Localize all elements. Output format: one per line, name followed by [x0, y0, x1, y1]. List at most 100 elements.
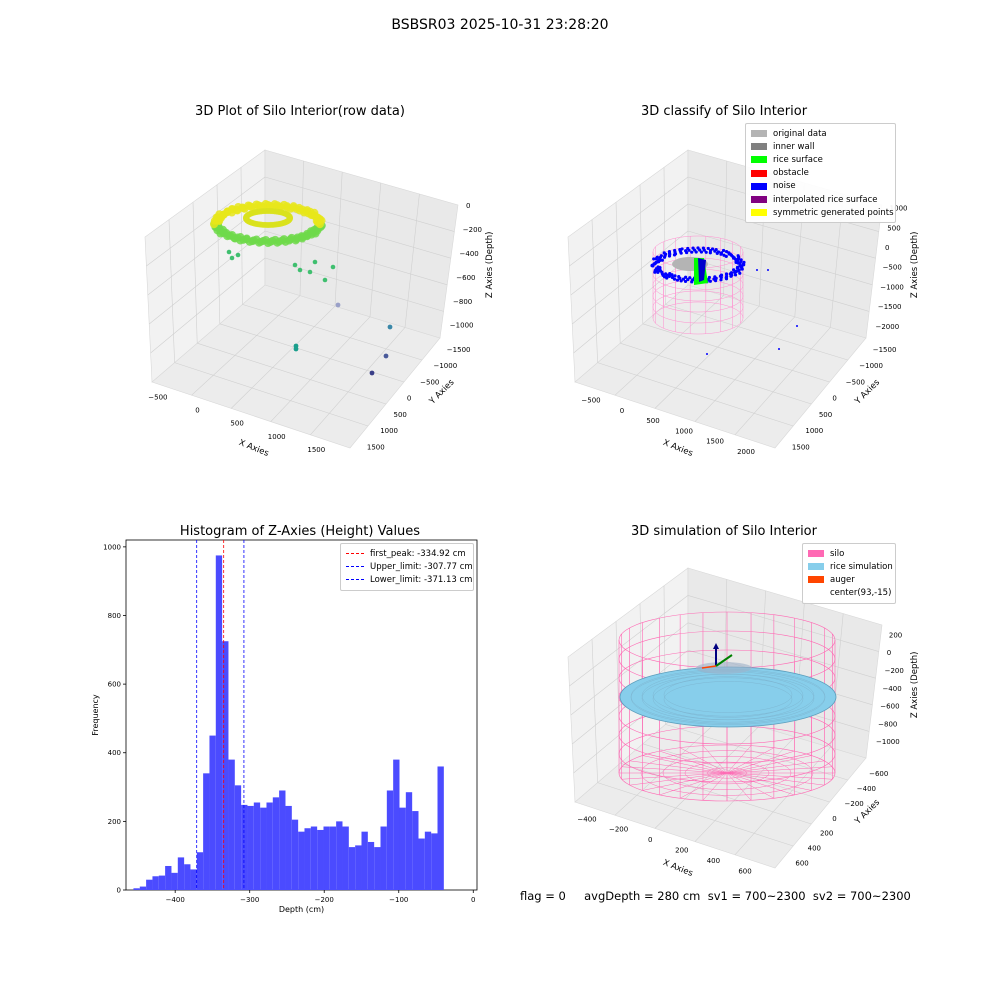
histogram-bar	[342, 826, 349, 890]
classify-noise-point	[733, 273, 738, 277]
histogram-y-tick-label: 800	[108, 612, 121, 620]
simulation-grid	[591, 639, 598, 783]
classify-z-tick-label: −500	[883, 264, 902, 272]
histogram-legend-label: first_peak: -334.92 cm	[370, 548, 466, 559]
histogram-bar	[272, 797, 280, 890]
simulation-x-tick-label: 400	[707, 857, 720, 865]
raw-z-axis-label: Z Axies (Depth)	[485, 232, 495, 299]
classify-noise-point	[712, 277, 716, 281]
raw-plot-title: 3D Plot of Silo Interior(row data)	[195, 104, 405, 119]
histogram-bar	[374, 847, 381, 890]
histogram-x-axis-label: Depth (cm)	[279, 905, 324, 914]
classify-grid	[591, 219, 598, 363]
classify-noise-point	[732, 256, 736, 260]
raw-point	[235, 252, 241, 258]
histogram-legend-label: Upper_limit: -307.77 cm	[370, 561, 473, 572]
simulation-grid	[665, 724, 848, 781]
simulation-silo-wire	[621, 766, 728, 774]
simulation-silo-wire	[726, 745, 752, 774]
simulation-silo-wire	[726, 772, 812, 791]
raw-grid	[230, 305, 336, 409]
classify-noise-point	[678, 276, 682, 280]
classify-grid	[654, 305, 760, 409]
histogram-bar	[260, 807, 267, 890]
classify-noise-point	[684, 250, 689, 255]
classify-noise-point	[664, 272, 668, 276]
histogram-bar	[355, 845, 362, 890]
simulation-y-tick-label: −200	[845, 800, 864, 808]
raw-point	[293, 346, 299, 352]
classify-noise-point	[704, 250, 708, 254]
classify-noise-point	[706, 246, 710, 251]
histogram-bar	[348, 847, 356, 890]
histogram-bar	[418, 838, 425, 890]
histogram-y-tick-label: 400	[108, 749, 121, 757]
classify-grid	[572, 230, 689, 325]
raw-y-tick-label: 1500	[367, 443, 385, 451]
raw-point	[369, 370, 375, 376]
simulation-grid	[734, 747, 831, 855]
simulation-silo-wire	[642, 755, 728, 774]
simulation-legend-item: rice simulation	[808, 560, 893, 573]
histogram-bar	[399, 807, 406, 890]
classify-x-tick-label: 500	[646, 417, 659, 425]
simulation-x-tick-label: 200	[675, 847, 688, 855]
raw-z-tick-label: −1000	[450, 322, 474, 330]
classify-z-tick-label: 0	[885, 244, 889, 252]
classify-grid	[569, 176, 689, 267]
raw-point	[335, 302, 341, 308]
classify-x-tick-label: 0	[620, 407, 624, 415]
histogram-bar	[298, 831, 305, 890]
histogram-bar	[152, 876, 159, 890]
simulation-rice-surface	[619, 666, 837, 728]
histogram-y-tick-label: 600	[108, 681, 121, 689]
histogram-x-tick-label: 0	[471, 896, 475, 904]
classify-x-tick-label: −500	[581, 397, 600, 405]
raw-y-tick-label: −1000	[433, 362, 457, 370]
classify-grid	[620, 342, 812, 405]
classify-legend-item: noise	[751, 180, 890, 193]
histogram-bar	[412, 811, 419, 890]
simulation-legend-swatch	[808, 563, 824, 571]
simulation-x-tick-label: −200	[609, 826, 628, 834]
simulation-x-tick-label: 0	[648, 836, 652, 844]
simulation-y-tick-label: 600	[795, 859, 808, 867]
raw-point	[330, 264, 336, 270]
classify-legend-item: rice surface	[751, 153, 890, 166]
simulation-y-tick-label: −400	[857, 785, 876, 793]
classify-noise-point	[653, 261, 657, 266]
simulation-y-tick-label: 200	[820, 830, 833, 838]
classify-legend-label: noise	[773, 181, 796, 192]
classify-legend-label: interpolated rice surface	[773, 194, 878, 205]
simulation-rice-mesh-line	[652, 677, 804, 720]
simulation-z-tick-label: 200	[889, 631, 902, 639]
simulation-legend-label: auger	[830, 574, 855, 585]
raw-grid	[216, 184, 221, 324]
classify-grid	[734, 327, 831, 435]
classify-grid	[665, 304, 848, 361]
raw-grid	[404, 193, 420, 328]
classify-noise-point	[660, 272, 664, 276]
classify-legend-label: rice surface	[773, 154, 823, 165]
classify-z-axis-label: Z Axies (Depth)	[910, 232, 920, 299]
classify-noise-point	[735, 266, 740, 270]
classify-y-tick-label: 1500	[792, 443, 810, 451]
raw-z-tick-label: −400	[460, 250, 479, 258]
raw-grid	[192, 202, 198, 344]
raw-grid	[334, 171, 343, 307]
simulation-z-tick-label: −600	[880, 703, 899, 711]
raw-grid	[197, 342, 387, 405]
simulation-silo-wire	[726, 772, 752, 801]
raw-x-tick-label: 1000	[268, 433, 286, 441]
raw-point	[383, 353, 389, 359]
classify-legend-item: interpolated rice surface	[751, 193, 890, 206]
classify-grid	[642, 323, 830, 383]
raw-grid	[146, 176, 266, 267]
simulation-legend-swatch	[808, 550, 824, 558]
classify-grid	[570, 203, 689, 296]
histogram-legend-line	[346, 579, 364, 581]
raw-z-tick-label: −600	[456, 274, 475, 282]
raw-grid	[168, 219, 175, 363]
simulation-silo-wire	[640, 750, 814, 796]
histogram-legend-line	[346, 553, 364, 555]
